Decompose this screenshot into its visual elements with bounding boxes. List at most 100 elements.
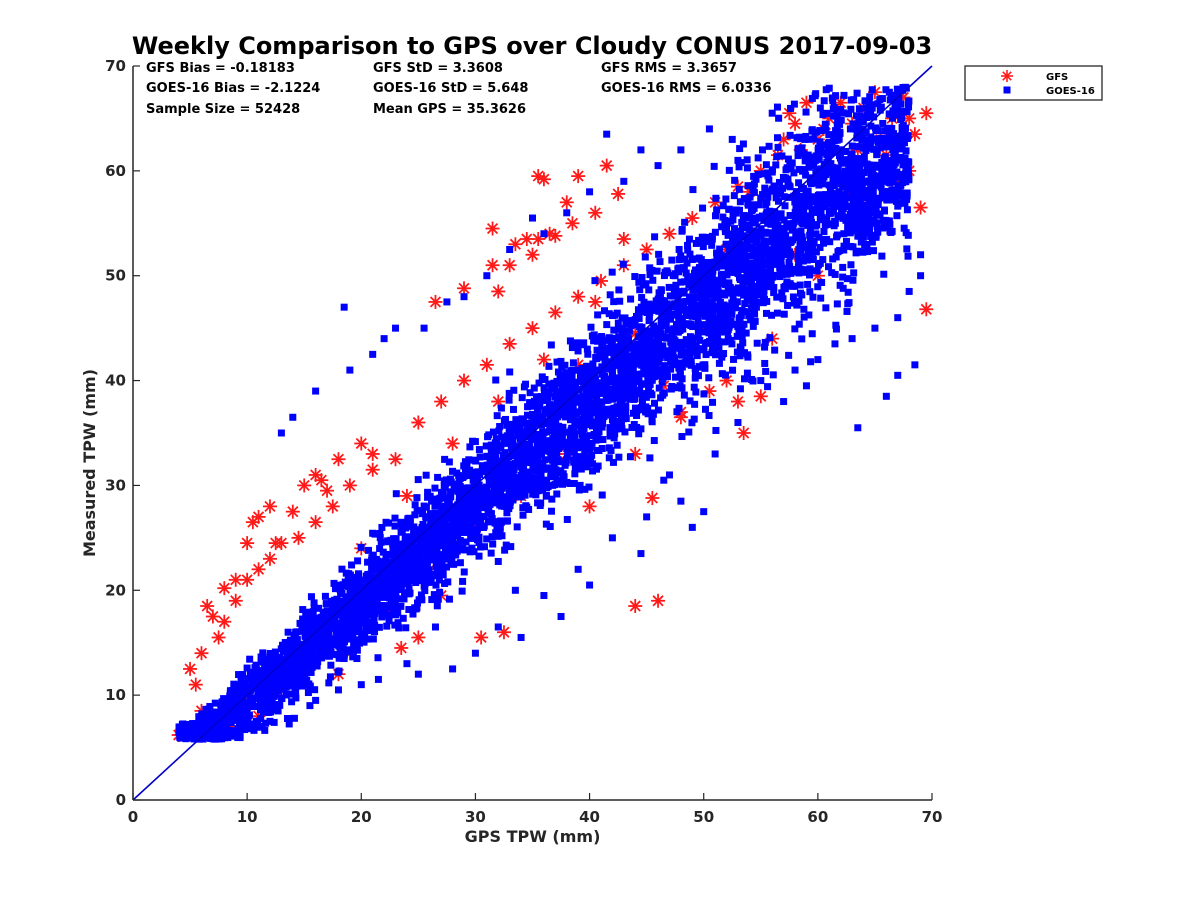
- goes16-point: [733, 254, 741, 262]
- goes16-point: [752, 252, 760, 260]
- goes16-point: [283, 671, 291, 679]
- goes16-point: [498, 484, 506, 492]
- goes16-point: [391, 605, 399, 613]
- goes16-point: [679, 325, 687, 333]
- goes16-point: [368, 611, 376, 619]
- goes16-point: [799, 257, 807, 265]
- goes16-point: [569, 379, 577, 387]
- goes16-point: [853, 134, 861, 142]
- plot-points: [171, 83, 934, 743]
- goes16-point: [736, 315, 744, 323]
- goes16-point: [738, 241, 746, 249]
- goes16-point: [811, 207, 819, 215]
- goes16-point: [790, 169, 798, 177]
- goes16-point: [847, 105, 855, 113]
- goes16-point: [854, 232, 862, 240]
- goes16-point: [322, 600, 330, 608]
- goes16-point: [787, 281, 795, 289]
- goes16-point: [570, 458, 578, 466]
- goes16-point: [692, 293, 700, 301]
- goes16-point: [276, 667, 284, 675]
- goes16-point: [568, 413, 576, 421]
- goes16-point: [230, 680, 238, 688]
- goes16-point: [889, 138, 897, 146]
- goes16-point: [231, 685, 239, 693]
- goes16-point: [787, 104, 795, 112]
- goes16-point: [728, 310, 736, 318]
- gfs-point: [599, 158, 614, 173]
- goes16-point: [674, 305, 682, 313]
- goes16-point: [772, 161, 780, 169]
- goes16-point: [829, 255, 837, 263]
- goes16-point: [665, 283, 673, 291]
- goes16-point: [899, 84, 907, 92]
- goes16-point: [592, 465, 600, 473]
- goes16-point: [376, 529, 384, 537]
- goes16-point: [493, 526, 501, 534]
- goes16-point: [506, 498, 514, 506]
- goes16-point: [760, 279, 768, 287]
- gfs-point: [365, 446, 380, 461]
- goes16-point: [302, 609, 310, 617]
- goes16-point: [503, 421, 511, 429]
- goes16-point: [364, 570, 372, 578]
- goes16-point: [795, 297, 803, 305]
- goes16-point: [703, 300, 711, 308]
- goes16-point: [584, 371, 592, 379]
- goes16-point: [686, 250, 694, 258]
- goes16-point: [622, 373, 630, 381]
- goes16-point: [249, 673, 257, 681]
- goes16-point: [465, 456, 473, 464]
- goes16-point: [673, 384, 681, 392]
- goes16-point: [658, 344, 666, 352]
- goes16-point: [766, 264, 774, 272]
- goes16-point: [453, 540, 461, 548]
- goes16-point: [856, 218, 864, 226]
- goes16-point: [568, 398, 576, 406]
- goes16-point: [406, 544, 414, 552]
- goes16-point: [713, 332, 721, 340]
- goes16-point: [563, 383, 571, 391]
- goes16-point: [379, 593, 387, 601]
- goes16-point: [779, 250, 787, 258]
- goes16-point: [551, 423, 559, 431]
- goes16-point: [894, 186, 902, 194]
- goes16-point: [764, 193, 772, 201]
- goes16-point: [741, 300, 749, 308]
- goes16-point: [543, 420, 551, 428]
- goes16-point: [868, 86, 876, 94]
- goes16-point: [431, 509, 439, 517]
- goes16-point: [904, 164, 912, 172]
- goes16-point: [788, 226, 796, 234]
- goes16-point: [586, 432, 594, 440]
- goes16-point: [289, 676, 297, 684]
- goes16-point: [514, 482, 522, 490]
- goes16-point: [747, 281, 755, 289]
- goes16-point: [766, 334, 774, 342]
- goes16-point: [539, 486, 547, 494]
- goes16-point: [736, 385, 744, 393]
- goes16-point: [470, 487, 478, 495]
- gfs-point: [645, 491, 660, 506]
- goes16-point: [506, 368, 514, 376]
- goes16-point: [304, 653, 312, 661]
- goes16-point: [541, 376, 549, 384]
- goes16-point: [594, 337, 602, 345]
- goes16-point: [414, 557, 422, 565]
- goes16-point: [489, 480, 497, 488]
- goes16-point: [853, 171, 861, 179]
- goes16-point: [663, 368, 671, 376]
- goes16-point: [845, 110, 853, 118]
- goes16-point: [759, 299, 767, 307]
- goes16-point: [488, 533, 496, 541]
- goes16-point: [742, 329, 750, 337]
- goes16-point: [800, 166, 808, 174]
- goes16-point: [806, 231, 814, 239]
- goes16-point: [411, 511, 419, 519]
- goes16-point: [257, 675, 265, 683]
- goes16-point: [580, 425, 588, 433]
- goes16-point: [312, 621, 320, 629]
- goes16-point: [405, 605, 413, 613]
- goes16-point: [296, 619, 304, 627]
